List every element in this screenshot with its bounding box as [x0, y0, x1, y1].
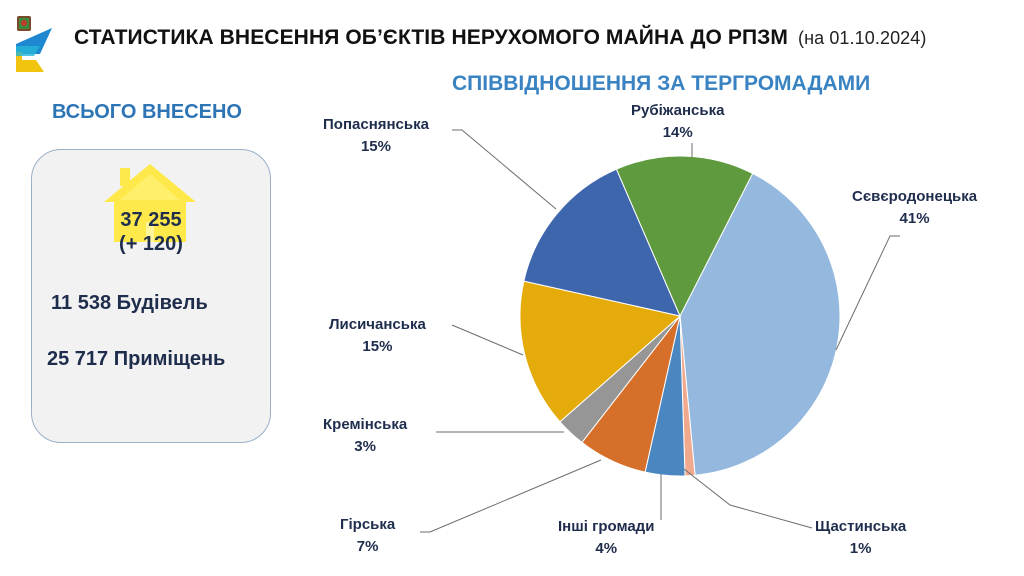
label-pct: 7%	[356, 538, 379, 555]
label-rubizhanska: Рубіжанська 14%	[631, 100, 724, 144]
label-lysychanska: Лисичанська 15%	[329, 314, 426, 358]
buildings-count: 11 538 Будівель	[51, 292, 208, 314]
total-value: 37 255	[120, 209, 182, 231]
label-name: Рубіжанська	[631, 102, 725, 119]
title-date: (на 01.10.2024)	[797, 28, 927, 48]
chart-title: СПІВВІДНОШЕННЯ ЗА ТЕРГРОМАДАМИ	[452, 72, 871, 95]
label-pct: 14%	[662, 124, 693, 141]
label-sievierodonetska: Сєвєродонецька 41%	[852, 186, 977, 230]
label-name: Лисичанська	[329, 316, 426, 333]
label-shchastynska: Щастинська 1%	[815, 516, 906, 560]
label-pct: 3%	[354, 438, 376, 455]
title-text: СТАТИСТИКА ВНЕСЕННЯ ОБ’ЄКТІВ НЕРУХОМОГО …	[74, 26, 789, 49]
label-hirska: Гірська 7%	[340, 514, 395, 558]
label-name: Гірська	[340, 516, 396, 533]
label-pct: 41%	[899, 210, 930, 227]
total-count: 37 255 (+ 120)	[32, 208, 270, 256]
label-pct: 4%	[595, 540, 618, 557]
label-name: Інші громади	[558, 518, 655, 535]
logo-icon	[16, 16, 52, 72]
label-kreminska: Кремінська 3%	[323, 414, 407, 458]
label-name: Щастинська	[815, 518, 907, 535]
label-name: Сєвєродонецька	[852, 188, 978, 205]
page-title: СТАТИСТИКА ВНЕСЕННЯ ОБ’ЄКТІВ НЕРУХОМОГО …	[74, 26, 927, 50]
label-inshi-hromady: Інші громади 4%	[558, 516, 654, 560]
house-icon	[104, 164, 196, 242]
label-name: Попаснянська	[323, 116, 429, 133]
label-name: Кремінська	[323, 416, 408, 433]
summary-card: 37 255 (+ 120) 11 538 Будівель 25 717 Пр…	[31, 149, 271, 443]
label-pct: 1%	[849, 540, 872, 557]
pie-slice	[519, 280, 682, 423]
label-popasnianska: Попаснянська 15%	[323, 114, 429, 158]
pie-slice	[523, 168, 681, 317]
pie-slice	[615, 155, 754, 318]
label-pct: 15%	[362, 338, 393, 355]
pie-slice	[679, 172, 841, 476]
label-pct: 15%	[360, 138, 391, 155]
premises-count: 25 717 Приміщень	[47, 348, 226, 370]
leader-lines	[420, 129, 900, 533]
pie-slices	[519, 155, 841, 477]
total-delta: (+ 120)	[119, 233, 183, 255]
summary-heading: ВСЬОГО ВНЕСЕНО	[52, 101, 242, 123]
